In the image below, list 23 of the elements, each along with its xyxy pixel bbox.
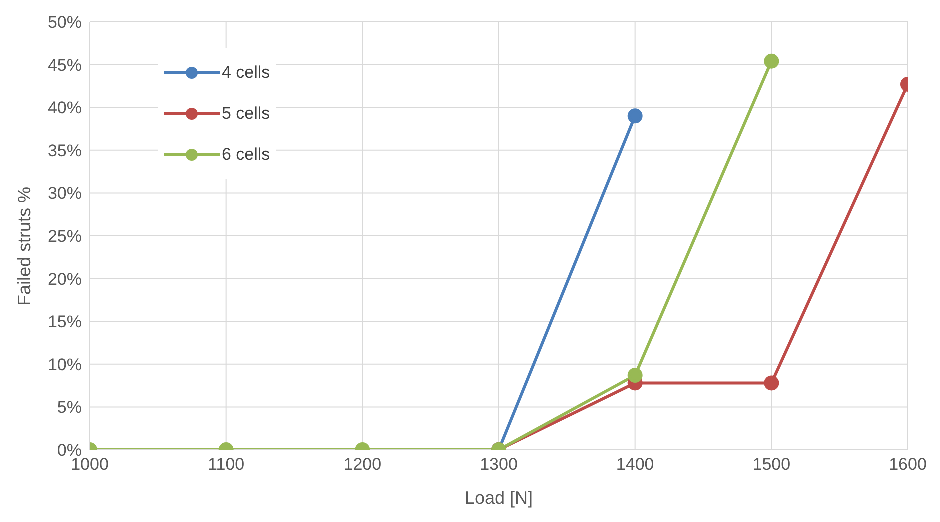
x-tick-label: 1300 <box>480 455 518 474</box>
x-tick-label: 1200 <box>344 455 382 474</box>
x-tick-label: 1400 <box>616 455 654 474</box>
y-tick-label: 40% <box>48 98 82 118</box>
legend-label: 5 cells <box>222 104 270 124</box>
x-tick-label: 1100 <box>208 455 245 474</box>
x-tick-label: 1000 <box>71 455 109 474</box>
x-axis-title: Load [N] <box>464 488 534 508</box>
legend-label: 6 cells <box>222 144 270 164</box>
y-tick-label: 45% <box>48 56 82 75</box>
y-tick-label: 10% <box>48 355 82 374</box>
x-tick-label: 1600 <box>889 455 927 474</box>
y-tick-label: 5% <box>57 398 82 418</box>
legend-label: 4 cells <box>222 62 270 82</box>
y-tick-label: 50% <box>48 13 82 32</box>
y-tick-label: 30% <box>48 184 82 204</box>
y-tick-label: 15% <box>48 312 82 332</box>
y-axis-title: Failed struts % <box>14 186 34 306</box>
y-tick-label: 35% <box>48 141 82 160</box>
y-tick-label: 25% <box>48 227 82 246</box>
y-tick-label: 20% <box>48 270 82 289</box>
point <box>628 108 643 124</box>
x-tick-label: 1500 <box>752 455 791 474</box>
